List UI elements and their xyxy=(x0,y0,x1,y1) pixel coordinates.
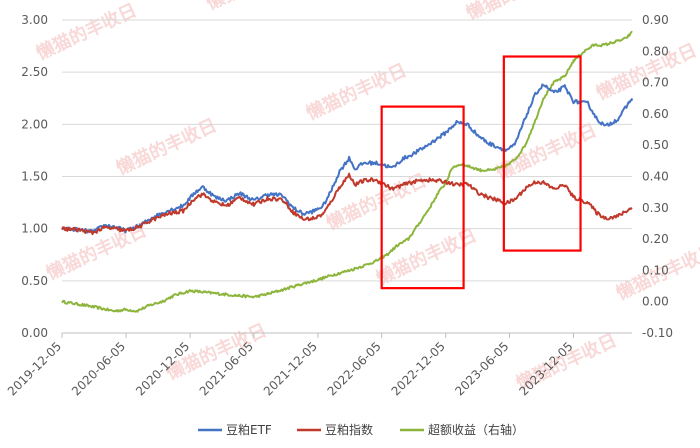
watermark-text: 懒猫的丰收日 xyxy=(303,59,410,125)
series-lines xyxy=(61,30,633,313)
x-tick-label: 2021-12-05 xyxy=(261,339,320,398)
left-y-tick-label: 1.00 xyxy=(21,222,48,236)
right-y-tick-label: 0.10 xyxy=(642,263,669,277)
series-line-2 xyxy=(61,30,633,313)
right-y-tick-label: 0.80 xyxy=(642,44,669,58)
left-y-tick-label: 0.50 xyxy=(21,274,48,288)
watermark-text: 懒猫的丰收日 xyxy=(113,114,220,180)
x-axis: 2019-12-05 2020-06-05 2020-12-05 2021-06-05… xyxy=(5,332,632,398)
watermark-text: 懒猫的丰收日 xyxy=(33,0,140,65)
legend-label-etf: 豆粕ETF xyxy=(226,422,272,437)
left-y-tick-label: 3.00 xyxy=(21,13,48,27)
right-y-tick-label: 0.20 xyxy=(642,232,669,246)
right-y-axis: -0.10 0.00 0.10 0.20 0.30 0.40 0.50 0.60 0.70 0.8… xyxy=(642,13,673,340)
highlight-box-1 xyxy=(502,55,582,252)
legend: 豆粕ETF 豆粕指数 超额收益（右轴） xyxy=(198,422,524,437)
x-tick-label: 2019-12-05 xyxy=(5,339,64,398)
right-y-tick-label: 0.00 xyxy=(642,295,669,309)
x-tick-label: 2020-06-05 xyxy=(69,339,128,398)
right-y-tick-label: 0.40 xyxy=(642,170,669,184)
legend-label-index: 豆粕指数 xyxy=(325,422,373,437)
x-tick-label: 2022-12-05 xyxy=(389,339,448,398)
right-y-tick-label: 0.70 xyxy=(642,76,669,90)
right-y-tick-label: 0.50 xyxy=(642,138,669,152)
watermark-text: 懒猫的丰收日 xyxy=(493,119,600,185)
left-y-tick-label: 2.50 xyxy=(21,65,48,79)
right-y-tick-label: -0.10 xyxy=(642,326,673,340)
right-y-tick-label: 0.90 xyxy=(642,13,669,27)
left-y-tick-label: 1.50 xyxy=(21,170,48,184)
watermark-text: 懒猫的丰收日 xyxy=(203,0,310,15)
legend-label-excess: 超额收益（右轴） xyxy=(428,422,524,437)
watermark-text: 懒猫的丰收日 xyxy=(463,0,570,25)
series-line-1 xyxy=(61,172,633,236)
right-y-tick-label: 0.30 xyxy=(642,201,669,215)
left-y-tick-label: 0.00 xyxy=(21,326,48,340)
left-y-axis: 0.00 0.50 1.00 1.50 2.00 2.50 3.00 xyxy=(21,13,48,340)
right-y-tick-label: 0.60 xyxy=(642,107,669,121)
highlight-box-0 xyxy=(380,105,465,290)
x-tick-label: 2022-06-05 xyxy=(325,339,384,398)
left-y-tick-label: 2.00 xyxy=(21,117,48,131)
x-tick-label: 2023-06-05 xyxy=(452,339,511,398)
highlight-boxes xyxy=(380,55,582,290)
